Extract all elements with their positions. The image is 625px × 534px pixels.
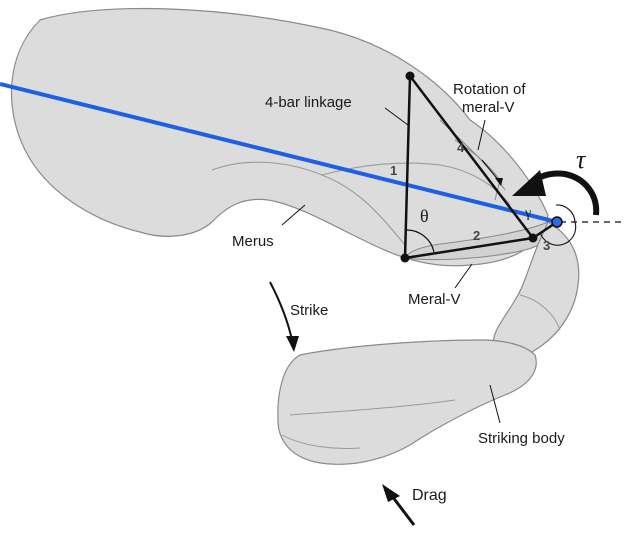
link-4-number: 4 bbox=[457, 140, 465, 155]
link-3-number: 3 bbox=[543, 238, 550, 253]
torque-arrowhead bbox=[512, 170, 546, 196]
main-pivot-joint bbox=[551, 216, 563, 228]
four-bar-linkage-label: 4-bar linkage bbox=[265, 94, 352, 111]
strike-arrowhead bbox=[286, 336, 299, 352]
striking-body-inner-contour bbox=[289, 399, 456, 416]
rotation-leader bbox=[477, 119, 486, 151]
theta-symbol: θ bbox=[420, 206, 429, 226]
four-bar-leader bbox=[384, 107, 409, 126]
link-1-number: 1 bbox=[390, 163, 397, 178]
rotation-pointer-head bbox=[495, 178, 503, 186]
tau-symbol: τ bbox=[576, 145, 587, 174]
merus-label: Merus bbox=[232, 233, 274, 250]
merus-inner-contour-2 bbox=[321, 162, 511, 206]
merus-segment bbox=[10, 7, 549, 267]
link-2-number: 2 bbox=[473, 228, 480, 243]
striking-body-label: Striking body bbox=[478, 430, 565, 447]
top-joint bbox=[405, 71, 415, 81]
strike-label: Strike bbox=[290, 302, 328, 319]
meral-v-joint bbox=[528, 233, 538, 243]
drag-label: Drag bbox=[412, 487, 447, 504]
bottom-joint bbox=[400, 253, 410, 263]
carpus-inner-contour bbox=[519, 294, 561, 331]
striking-body-lower-contour bbox=[281, 434, 361, 449]
link-1-bar bbox=[403, 75, 412, 259]
link-4-bar bbox=[409, 75, 534, 239]
link-2-bar bbox=[404, 236, 534, 260]
merus-leader bbox=[281, 204, 306, 226]
striking-body-leader bbox=[489, 384, 501, 424]
drag-arrowhead bbox=[382, 484, 400, 502]
strike-arrow-curve bbox=[269, 281, 293, 341]
meral-v-label: Meral-V bbox=[408, 291, 461, 308]
merus-long-axis bbox=[0, 82, 558, 224]
rotation-label-line2: meral-V bbox=[462, 99, 515, 116]
drag-arrow-shaft bbox=[390, 495, 416, 526]
gamma-symbol: γ bbox=[524, 206, 531, 221]
striking-body-segment bbox=[277, 339, 537, 465]
meral-v-leader bbox=[454, 263, 473, 289]
theta-angle-arc bbox=[405, 229, 435, 253]
gamma-angle-arc bbox=[539, 204, 577, 246]
rotation-label-line1: Rotation of bbox=[453, 81, 526, 98]
